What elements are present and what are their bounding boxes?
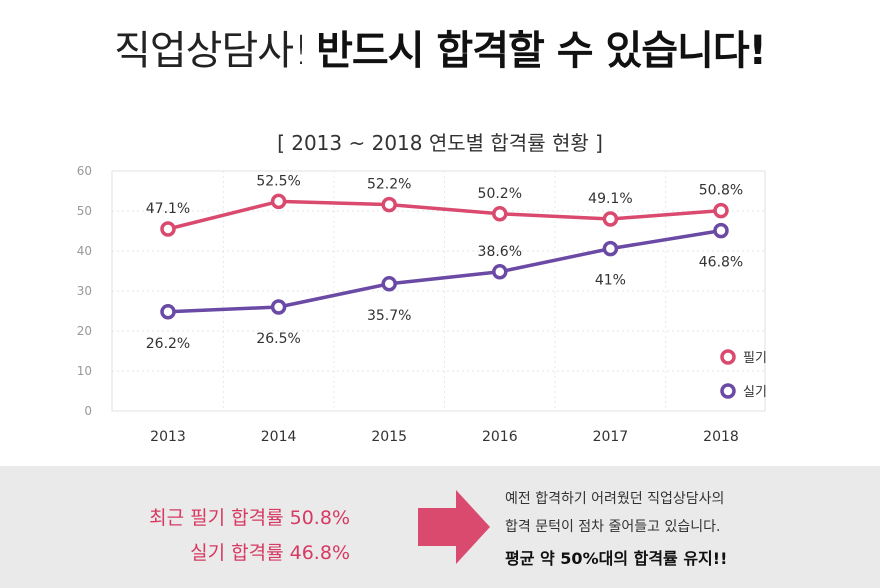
y-tick-label: 40 — [77, 244, 92, 258]
data-label: 49.1% — [588, 191, 632, 207]
legend-marker — [720, 349, 736, 365]
y-tick-label: 60 — [77, 164, 92, 178]
data-label: 26.5% — [256, 331, 300, 347]
y-tick-label: 30 — [77, 284, 92, 298]
y-tick-label: 50 — [77, 204, 92, 218]
data-point — [492, 206, 508, 222]
x-tick-label: 2015 — [371, 429, 407, 445]
data-label: 35.7% — [367, 308, 411, 324]
x-tick-label: 2013 — [150, 429, 186, 445]
data-point — [160, 304, 176, 320]
y-tick-label: 20 — [77, 324, 92, 338]
y-tick-label: 10 — [77, 364, 92, 378]
data-point — [381, 196, 397, 213]
headline-light: 직업상담사! — [114, 28, 309, 74]
data-point — [270, 299, 287, 315]
data-label: 26.2% — [146, 336, 190, 352]
headline: 직업상담사! 반드시 합격할 수 있습니다! — [0, 18, 880, 76]
data-point — [381, 276, 397, 292]
data-label: 52.5% — [256, 173, 300, 189]
summary-line-3: 평균 약 50%대의 합격률 유지!! — [505, 549, 728, 568]
legend-marker — [720, 383, 736, 399]
x-tick-label: 2014 — [261, 429, 297, 445]
x-tick-label: 2016 — [482, 429, 518, 445]
data-label: 50.8% — [699, 183, 743, 199]
series-line-2 — [167, 228, 722, 314]
series-line-1 — [167, 199, 722, 231]
data-label: 50.2% — [478, 186, 522, 202]
stat-written-pass-rate: 최근 필기 합격률 50.8% — [149, 507, 350, 529]
data-label: 52.2% — [367, 177, 411, 193]
x-tick-label: 2018 — [703, 429, 739, 445]
y-tick-label: 0 — [84, 404, 92, 418]
data-label: 38.6% — [478, 244, 522, 260]
data-point — [713, 222, 729, 239]
chart-title: [ 2013 ~ 2018 연도별 합격률 현황 ] — [277, 131, 603, 155]
line-chart: 60 50 40 30 20 10 0 2013 2014 2015 2016 2017 2018 47.… — [77, 164, 767, 445]
data-label: 41% — [595, 273, 626, 289]
data-point — [602, 240, 619, 257]
summary-line-1: 예전 합격하기 어려웠던 직업상담사의 — [505, 491, 725, 507]
x-tick-label: 2017 — [593, 429, 629, 445]
data-point — [160, 221, 176, 237]
stat-practical-pass-rate: 실기 합격률 46.8% — [190, 542, 350, 564]
data-point — [713, 202, 729, 219]
data-point — [270, 193, 287, 210]
legend-label: 실기 — [743, 385, 767, 400]
data-point — [602, 211, 619, 227]
right-arrow-icon — [418, 490, 490, 564]
data-label: 47.1% — [146, 201, 190, 217]
summary-line-2: 합격 문턱이 점차 줄어들고 있습니다. — [505, 519, 721, 535]
headline-bold: 반드시 합격할 수 있습니다! — [316, 28, 767, 74]
legend-label: 필기 — [743, 351, 767, 366]
data-point — [492, 264, 508, 280]
data-label: 46.8% — [699, 255, 743, 271]
